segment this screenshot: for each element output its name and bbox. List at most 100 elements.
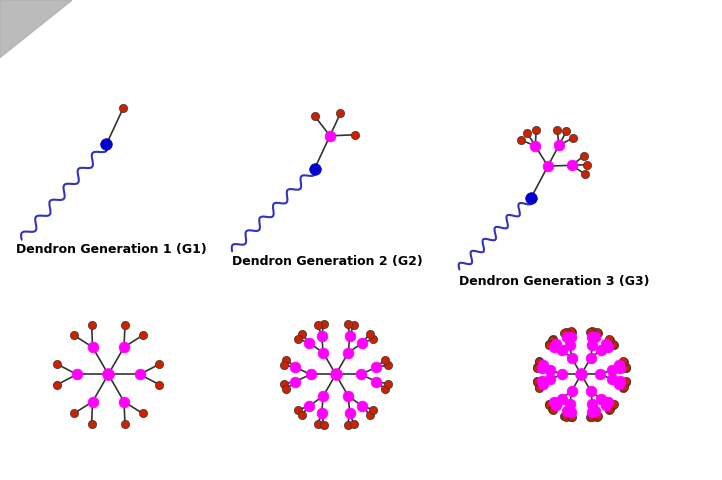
Point bbox=[560, 128, 572, 135]
Point bbox=[560, 328, 572, 336]
Point bbox=[86, 322, 97, 329]
Point bbox=[603, 398, 614, 406]
Point bbox=[357, 402, 368, 410]
Point bbox=[342, 392, 354, 400]
Point bbox=[531, 127, 542, 134]
Point bbox=[342, 320, 354, 328]
Point bbox=[556, 371, 567, 378]
Point bbox=[565, 414, 576, 421]
Point bbox=[559, 329, 570, 336]
Point bbox=[592, 412, 604, 420]
Point bbox=[364, 330, 375, 338]
Point bbox=[567, 134, 578, 142]
Point bbox=[69, 409, 80, 417]
Point bbox=[292, 406, 304, 414]
Point bbox=[564, 400, 575, 408]
Point bbox=[309, 112, 321, 120]
Point bbox=[559, 412, 570, 420]
Point bbox=[606, 366, 618, 373]
Point bbox=[620, 363, 632, 371]
Point bbox=[565, 408, 577, 416]
Point bbox=[154, 360, 165, 368]
Point bbox=[561, 408, 573, 415]
Point bbox=[531, 377, 542, 384]
Point bbox=[614, 364, 626, 372]
Polygon shape bbox=[0, 0, 72, 58]
Point bbox=[550, 401, 562, 409]
Point bbox=[119, 322, 131, 329]
Point bbox=[591, 413, 602, 420]
Point bbox=[566, 161, 578, 169]
Point bbox=[136, 332, 148, 339]
Point bbox=[581, 161, 593, 168]
Point bbox=[586, 333, 597, 341]
Point bbox=[548, 398, 560, 406]
Point bbox=[544, 401, 555, 409]
Point bbox=[533, 358, 544, 366]
Point bbox=[348, 321, 360, 329]
Point bbox=[553, 142, 565, 149]
Point bbox=[531, 364, 542, 372]
Text: Dendron Generation 2 (G2): Dendron Generation 2 (G2) bbox=[232, 254, 423, 267]
Point bbox=[521, 129, 533, 137]
Point bbox=[586, 408, 597, 416]
Point bbox=[380, 385, 391, 393]
Point bbox=[303, 339, 315, 347]
Point bbox=[543, 400, 554, 408]
Point bbox=[578, 152, 590, 160]
Point bbox=[547, 336, 558, 344]
Point bbox=[154, 381, 165, 388]
Point bbox=[531, 378, 542, 386]
Point bbox=[548, 343, 560, 350]
Point bbox=[296, 411, 308, 419]
Text: Dendron Generation 3 (G3): Dendron Generation 3 (G3) bbox=[459, 275, 650, 288]
Point bbox=[595, 346, 606, 354]
Point bbox=[364, 411, 375, 419]
Point bbox=[585, 328, 596, 336]
Point bbox=[118, 343, 130, 351]
Point bbox=[305, 371, 316, 378]
Point bbox=[342, 421, 354, 429]
Point bbox=[586, 327, 598, 335]
Point bbox=[349, 131, 360, 139]
Point bbox=[534, 384, 545, 392]
Point bbox=[556, 395, 567, 403]
Point bbox=[536, 377, 548, 384]
Point bbox=[587, 341, 599, 349]
Point bbox=[595, 371, 606, 378]
Point bbox=[531, 363, 542, 371]
Point bbox=[344, 409, 355, 417]
Point bbox=[134, 371, 146, 378]
Point bbox=[620, 378, 632, 386]
Point bbox=[538, 380, 549, 388]
Point bbox=[290, 363, 301, 371]
Point bbox=[380, 356, 391, 363]
Point bbox=[603, 343, 614, 350]
Point bbox=[344, 332, 355, 339]
Point bbox=[587, 400, 599, 408]
Point bbox=[334, 109, 346, 117]
Point bbox=[101, 140, 113, 148]
Point bbox=[591, 328, 602, 336]
Point bbox=[579, 170, 591, 178]
Point bbox=[86, 420, 97, 427]
Point bbox=[278, 361, 290, 369]
Point bbox=[544, 375, 556, 383]
Point bbox=[601, 340, 612, 348]
Point bbox=[382, 380, 393, 387]
Point bbox=[552, 126, 563, 133]
Point bbox=[620, 377, 632, 384]
Point bbox=[357, 339, 368, 347]
Point bbox=[348, 420, 360, 428]
Point bbox=[529, 142, 541, 150]
Point bbox=[316, 332, 328, 339]
Point bbox=[136, 409, 148, 417]
Point bbox=[533, 383, 544, 391]
Point bbox=[370, 363, 382, 371]
Point bbox=[367, 406, 379, 414]
Point bbox=[280, 356, 292, 363]
Point bbox=[617, 384, 629, 392]
Point bbox=[318, 392, 329, 400]
Point bbox=[613, 361, 625, 369]
Point bbox=[309, 165, 321, 173]
